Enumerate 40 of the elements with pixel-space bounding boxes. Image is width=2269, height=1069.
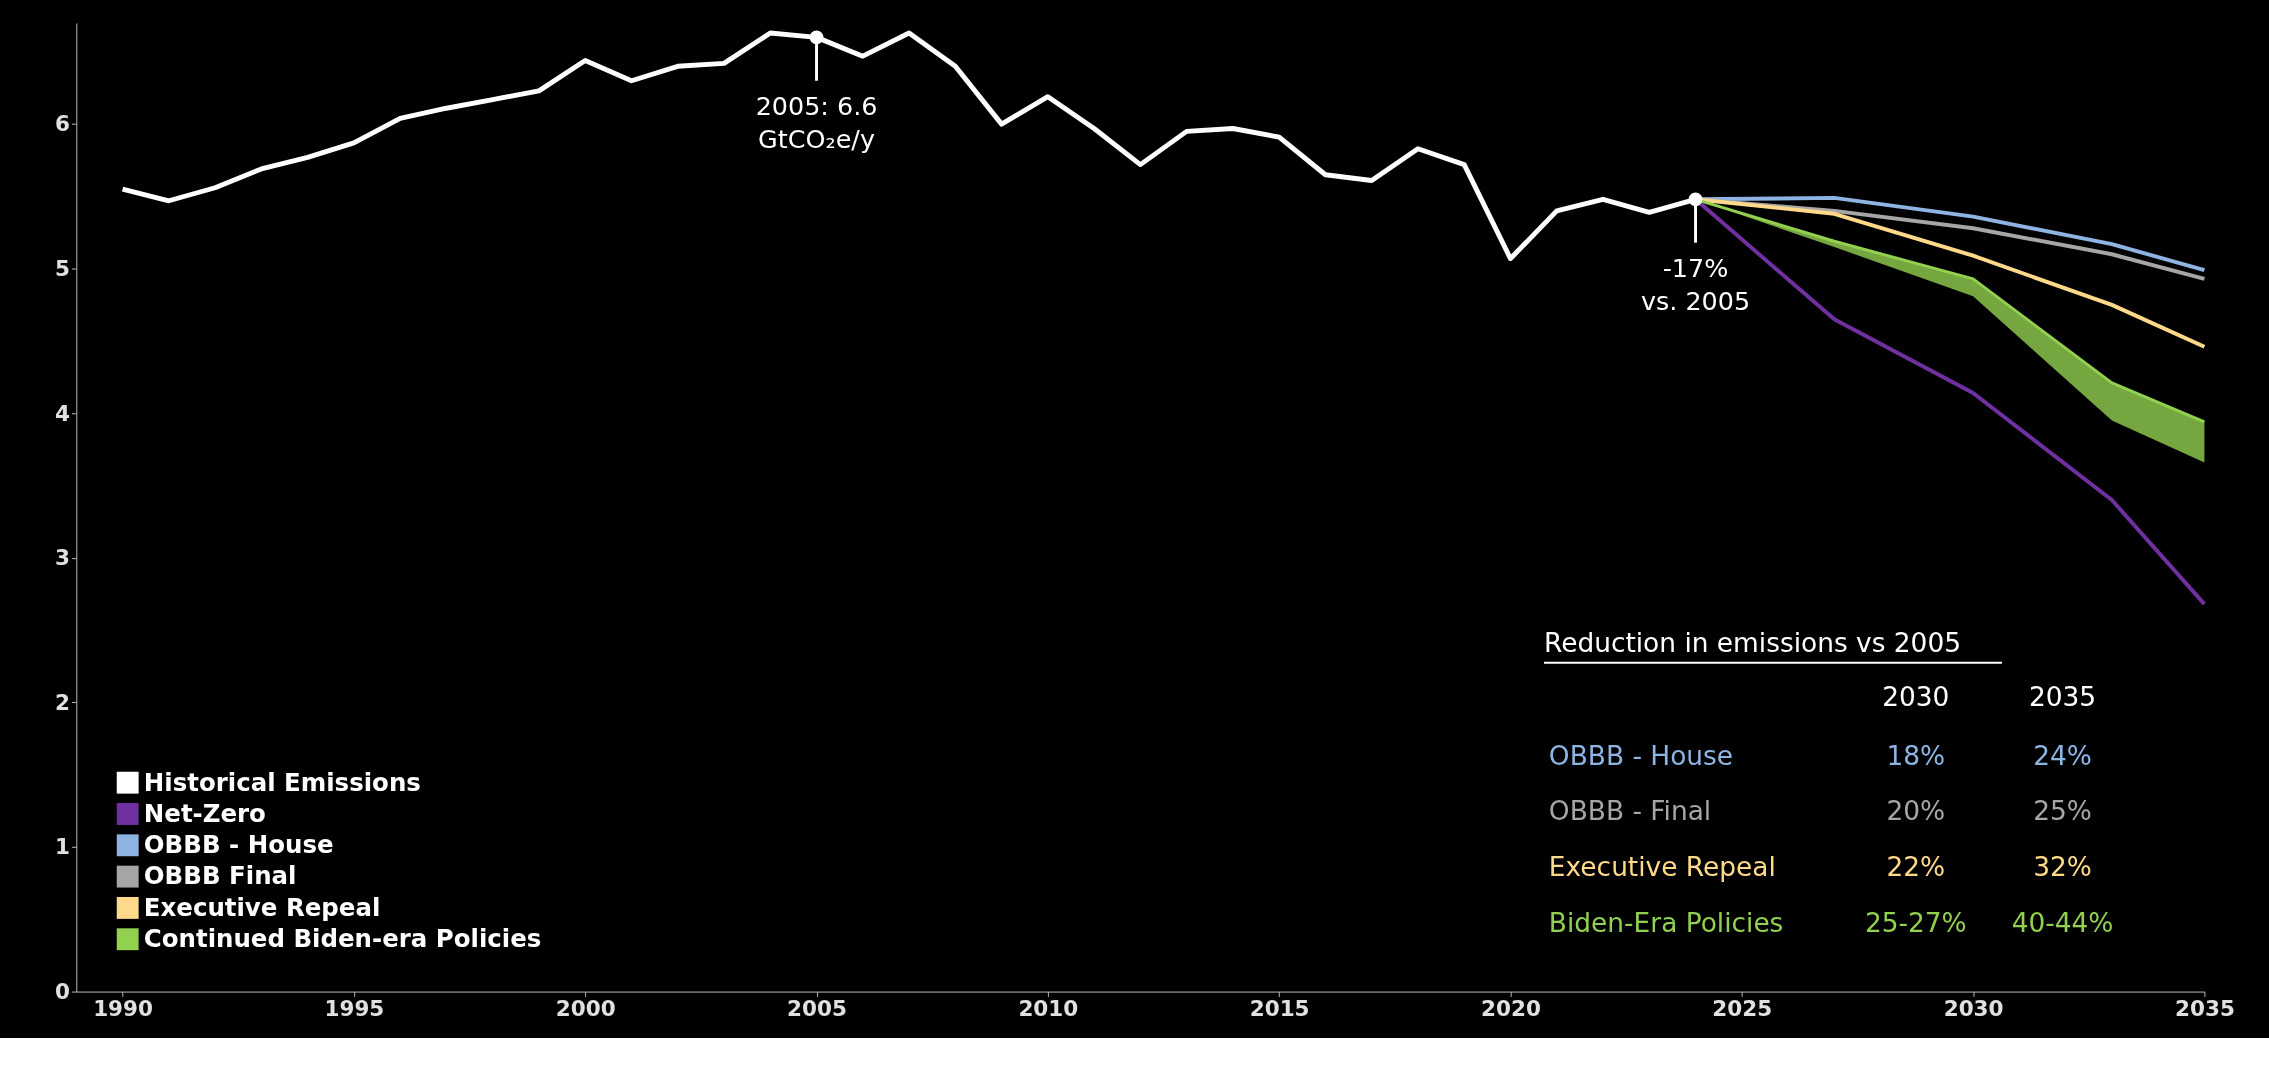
x-tick-label: 2025 xyxy=(1712,995,1773,1021)
annotation: 2030 xyxy=(1882,680,1950,712)
annotation: Executive Repeal xyxy=(1548,851,1776,883)
y-tick-label: 3 xyxy=(54,545,70,571)
legend-label: Historical Emissions xyxy=(143,767,421,797)
x-tick-label: 2020 xyxy=(1481,995,1541,1021)
annotation: OBBB - Final xyxy=(1548,795,1712,827)
y-tick-label: 0 xyxy=(54,978,70,1004)
x-tick-label: 1995 xyxy=(324,995,385,1021)
y-tick-label: 1 xyxy=(54,834,70,860)
y-tick-label: 4 xyxy=(54,400,70,426)
annotation: -17% vs. 2005 xyxy=(1640,252,1751,316)
x-tick-label: 2030 xyxy=(1943,995,2004,1021)
y-tick-label: 5 xyxy=(54,256,70,282)
annotation: 2035 xyxy=(2028,680,2097,712)
annotation: 24% xyxy=(2033,739,2092,771)
annotation: 32% xyxy=(2033,851,2092,883)
x-tick-label: 2000 xyxy=(555,995,616,1021)
annotation: 25% xyxy=(2033,795,2092,827)
legend-label: OBBB - House xyxy=(143,830,334,860)
y-tick-label: 6 xyxy=(54,111,70,137)
annotation: 20% xyxy=(1886,795,1946,827)
legend-label: OBBB Final xyxy=(143,861,297,891)
annotation: Reduction in emissions vs 2005 xyxy=(1543,627,1962,659)
annotation: 2005: 6.6 GtCO₂e/y xyxy=(755,90,878,154)
x-tick-label: 2005 xyxy=(787,995,847,1021)
annotation: Biden-Era Policies xyxy=(1548,906,1784,938)
legend-label: Executive Repeal xyxy=(143,892,381,922)
x-tick-label: 2035 xyxy=(2174,995,2235,1021)
x-tick-label: 1990 xyxy=(93,995,154,1021)
legend-label: Net-Zero xyxy=(143,798,266,828)
x-tick-label: 2015 xyxy=(1249,995,1310,1021)
legend-label: Continued Biden-era Policies xyxy=(143,924,542,954)
annotation: OBBB - House xyxy=(1548,739,1734,771)
x-tick-label: 2010 xyxy=(1018,995,1079,1021)
annotation: 40-44% xyxy=(2011,906,2114,938)
annotation: 25-27% xyxy=(1864,906,1967,938)
y-tick-label: 2 xyxy=(54,689,70,715)
annotation: 22% xyxy=(1886,851,1946,883)
annotation: 18% xyxy=(1886,739,1946,771)
